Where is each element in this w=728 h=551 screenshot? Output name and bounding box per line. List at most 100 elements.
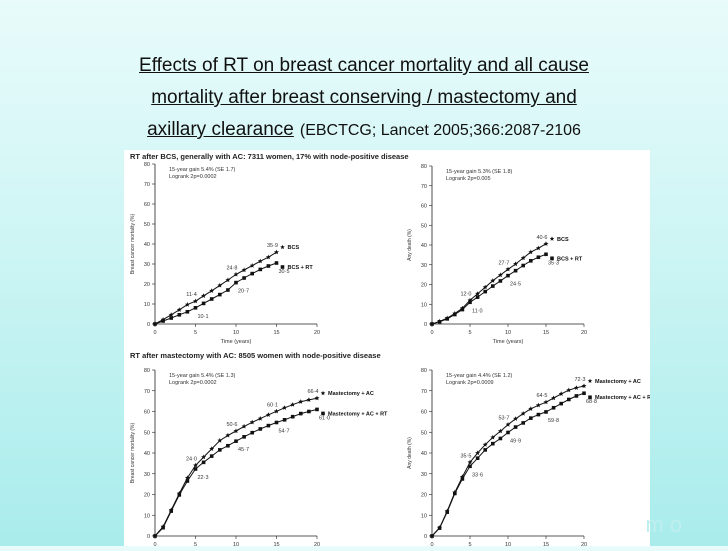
data-point-star [306,397,312,402]
data-point-square [266,423,271,428]
data-point-star [274,249,279,255]
data-point-square [483,289,487,294]
y-tick-label: 60 [144,202,150,208]
data-label: 33·6 [472,472,483,478]
data-point-square [234,439,238,443]
data-point-star [497,428,503,434]
data-label: 54·7 [279,428,290,434]
y-axis-label: Breast cancer mortality (%) [130,423,136,484]
data-point-square [185,479,190,483]
y-tick-label: 30 [144,472,150,478]
data-point-square [582,391,586,396]
y-tick-label: 50 [421,430,427,436]
data-point-star [241,267,247,273]
data-point-star [497,272,503,278]
data-point-square [529,416,533,420]
data-point-star [193,298,198,304]
y-tick-label: 10 [421,302,427,308]
y-tick-label: 40 [421,451,427,457]
data-point-star [490,434,496,440]
data-point-square [258,427,263,431]
y-tick-label: 60 [421,410,427,416]
data-point-star [535,402,541,408]
data-label: 50·6 [226,422,237,428]
data-point-square [574,394,579,398]
data-point-square [483,448,487,452]
x-tick-label: 10 [233,330,239,336]
data-point-star [225,277,231,283]
data-point-square [453,491,457,496]
watermark: mo [645,512,688,537]
figure-svg: RT after BCS, generally with AC: 7311 wo… [130,152,655,548]
legend-marker-star [587,378,593,383]
y-tick-label: 40 [421,243,427,249]
data-point-star [225,432,231,438]
data-point-square [445,510,449,514]
legend-marker-square [588,395,592,400]
y-tick-label: 10 [144,302,150,308]
title-line-2: mortality after breast conserving / mast… [151,87,577,108]
legend-label: BCS [557,237,569,243]
x-tick-label: 10 [505,330,511,336]
data-point-star [209,288,215,293]
data-point-star [209,446,215,451]
y-tick-label: 70 [144,389,150,395]
data-label: 24·5 [510,282,521,288]
y-tick-label: 30 [421,263,427,269]
legend-marker-star [320,390,326,396]
logrank-text: Logrank 2p=0.0002 [169,380,217,386]
data-label: 45·7 [238,447,249,453]
data-point-square [307,409,311,414]
data-point-star [482,284,488,290]
data-point-star [566,387,572,393]
data-point-star [193,462,198,468]
x-tick-label: 5 [194,542,197,546]
y-tick-label: 20 [144,282,150,288]
data-point-square [209,297,214,301]
data-point-star [201,454,207,460]
data-point-square [177,493,182,497]
data-point-square [209,454,214,458]
data-label: 59·8 [548,418,559,424]
data-label: 53·7 [498,416,509,422]
data-point-square [201,301,206,306]
x-axis-label: Time (years) [221,339,252,345]
series-line [431,253,547,325]
data-label: 61·0 [319,415,330,421]
data-point-square [468,300,472,305]
x-tick-label: 20 [581,542,587,546]
figure-panel: RT after BCS, generally with AC: 7311 wo… [124,150,655,548]
data-point-square [274,420,279,425]
data-point-star [314,395,320,401]
data-point-square [544,410,548,414]
series-line [431,243,547,325]
data-label: 24·0 [186,456,197,462]
data-point-square [513,425,518,429]
legend-label: Mastectomy + AC + RT [595,395,650,401]
data-point-star [505,422,511,427]
data-point-star [558,391,564,396]
data-point-square [521,263,525,268]
series-line [154,262,277,325]
data-label: 68·8 [586,399,597,405]
title-line-1: Effects of RT on breast cancer mortality… [139,55,589,76]
y-tick-label: 10 [144,513,150,519]
data-label: 40·6 [536,235,547,241]
data-point-square [445,317,449,321]
data-point-square [551,405,556,410]
data-point-square [498,436,503,441]
data-point-square [521,421,525,425]
data-point-square [475,295,480,299]
legend-label: Mastectomy + AC [328,391,374,397]
x-tick-label: 0 [430,330,433,336]
x-tick-label: 0 [153,542,156,546]
x-tick-label: 5 [468,330,471,336]
data-point-square [153,322,157,326]
x-tick-label: 10 [505,542,511,546]
data-point-star [573,385,579,390]
data-point-square [161,319,165,323]
gain-text: 15-year gain 5.4% (SE 1.3) [169,373,236,379]
data-point-square [266,264,271,268]
gain-text: 15-year gain 5.3% (SE 1.8) [446,169,513,175]
